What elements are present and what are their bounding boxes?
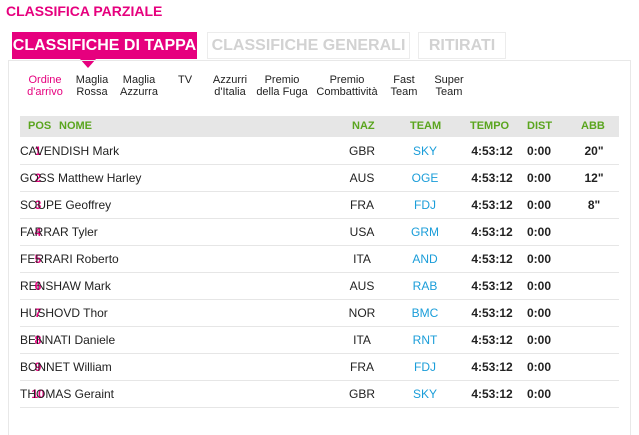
cell-tempo: 4:53:12 xyxy=(471,252,513,266)
cell-nome[interactable]: THOMAS Geraint xyxy=(20,387,115,401)
tab-classifiche-generali[interactable]: CLASSIFICHE GENERALI xyxy=(207,32,410,59)
cell-nome[interactable]: SOUPE Geoffrey xyxy=(20,198,112,212)
cell-pos: 6 xyxy=(34,279,42,293)
subtab-premio-combattivita[interactable]: Premio Combattività xyxy=(316,74,378,98)
cell-pos: 4 xyxy=(34,225,42,239)
subtab-premio-fuga[interactable]: Premio della Fuga xyxy=(256,74,308,98)
cell-nome[interactable]: HUSHOVD Thor xyxy=(20,306,108,320)
table-row: 8 BENNATI Daniele ITA RNT 4:53:12 0:00 xyxy=(20,327,619,354)
cell-pos: 5 xyxy=(34,252,42,266)
cell-tempo: 4:53:12 xyxy=(471,225,513,239)
cell-dist: 0:00 xyxy=(526,252,552,266)
cell-abb: 8" xyxy=(587,198,601,212)
header-abb: ABB xyxy=(581,120,605,132)
cell-dist: 0:00 xyxy=(526,360,552,374)
table-row: 4 FARRAR Tyler USA GRM 4:53:12 0:00 xyxy=(20,219,619,246)
cell-pos: 9 xyxy=(34,360,42,374)
cell-naz: NOR xyxy=(348,306,376,320)
cell-naz: ITA xyxy=(353,252,371,266)
cell-naz: AUS xyxy=(349,171,375,185)
header-dist: DIST xyxy=(527,120,553,132)
cell-team[interactable]: SKY xyxy=(412,387,437,401)
tab-classifiche-di-tappa[interactable]: CLASSIFICHE DI TAPPA xyxy=(12,32,197,59)
cell-naz: GBR xyxy=(348,387,375,401)
subtab-azzurri-italia[interactable]: Azzurri d'Italia xyxy=(212,74,248,98)
header-nome: NOME xyxy=(59,120,92,132)
cell-pos: 1 xyxy=(34,144,42,158)
subtab-maglia-rossa[interactable]: Maglia Rossa xyxy=(75,74,109,98)
cell-team[interactable]: RNT xyxy=(412,333,438,347)
subtab-super-team[interactable]: Super Team xyxy=(434,74,464,98)
cell-nome[interactable]: GOSS Matthew Harley xyxy=(20,171,142,185)
table-row: 7 HUSHOVD Thor NOR BMC 4:53:12 0:00 xyxy=(20,300,619,327)
cell-nome[interactable]: RENSHAW Mark xyxy=(20,279,111,293)
cell-team[interactable]: FDJ xyxy=(414,360,436,374)
cell-naz: FRA xyxy=(350,360,374,374)
cell-dist: 0:00 xyxy=(526,306,552,320)
table-row: 3 SOUPE Geoffrey FRA FDJ 4:53:12 0:00 8" xyxy=(20,192,619,219)
cell-team[interactable]: BMC xyxy=(411,306,439,320)
cell-naz: FRA xyxy=(350,198,374,212)
cell-tempo: 4:53:12 xyxy=(471,198,513,212)
header-naz: NAZ xyxy=(352,120,375,132)
cell-naz: USA xyxy=(349,225,375,239)
cell-team[interactable]: FDJ xyxy=(414,198,436,212)
cell-dist: 0:00 xyxy=(526,144,552,158)
cell-tempo: 4:53:12 xyxy=(471,333,513,347)
cell-pos: 8 xyxy=(34,333,42,347)
cell-abb: 20" xyxy=(584,144,604,158)
cell-team[interactable]: GRM xyxy=(411,225,439,239)
cell-nome[interactable]: FARRAR Tyler xyxy=(20,225,98,239)
cell-dist: 0:00 xyxy=(526,225,552,239)
cell-dist: 0:00 xyxy=(526,387,552,401)
subtab-maglia-azzurra[interactable]: Maglia Azzurra xyxy=(120,74,158,98)
cell-pos: 3 xyxy=(34,198,42,212)
cell-tempo: 4:53:12 xyxy=(471,360,513,374)
table-row: 1 CAVENDISH Mark GBR SKY 4:53:12 0:00 20" xyxy=(20,138,619,165)
table-header: POS NOME NAZ TEAM TEMPO DIST ABB xyxy=(20,116,619,137)
cell-naz: AUS xyxy=(349,279,375,293)
classification-panel xyxy=(8,60,631,435)
cell-pos: 10 xyxy=(31,387,45,401)
page-title: CLASSIFICA PARZIALE xyxy=(6,3,163,19)
header-team: TEAM xyxy=(410,120,442,132)
header-tempo: TEMPO xyxy=(470,120,510,132)
subtab-ordine-arrivo[interactable]: Ordine d'arrivo xyxy=(27,74,63,98)
cell-tempo: 4:53:12 xyxy=(471,279,513,293)
cell-tempo: 4:53:12 xyxy=(471,306,513,320)
table-row: 2 GOSS Matthew Harley AUS OGE 4:53:12 0:00 12" xyxy=(20,165,619,192)
cell-nome[interactable]: BONNET William xyxy=(20,360,112,374)
cell-naz: ITA xyxy=(353,333,371,347)
cell-team[interactable]: RAB xyxy=(412,279,438,293)
tab-ritirati[interactable]: RITIRATI xyxy=(418,32,506,59)
cell-dist: 0:00 xyxy=(526,279,552,293)
table-row: 5 FERRARI Roberto ITA AND 4:53:12 0:00 xyxy=(20,246,619,273)
cell-team[interactable]: SKY xyxy=(412,144,437,158)
cell-nome[interactable]: CAVENDISH Mark xyxy=(20,144,120,158)
subtab-fast-team[interactable]: Fast Team xyxy=(390,74,418,98)
cell-naz: GBR xyxy=(348,144,375,158)
subtab-tv[interactable]: TV xyxy=(177,74,193,86)
cell-nome[interactable]: FERRARI Roberto xyxy=(20,252,119,266)
table-row: 9 BONNET William FRA FDJ 4:53:12 0:00 xyxy=(20,354,619,381)
cell-abb: 12" xyxy=(584,171,604,185)
cell-dist: 0:00 xyxy=(526,333,552,347)
cell-pos: 7 xyxy=(34,306,42,320)
table-row: 6 RENSHAW Mark AUS RAB 4:53:12 0:00 xyxy=(20,273,619,300)
header-pos: POS xyxy=(28,120,52,132)
cell-tempo: 4:53:12 xyxy=(471,171,513,185)
cell-pos: 2 xyxy=(34,171,42,185)
cell-team[interactable]: AND xyxy=(412,252,438,266)
cell-team[interactable]: OGE xyxy=(411,171,439,185)
cell-tempo: 4:53:12 xyxy=(471,144,513,158)
cell-dist: 0:00 xyxy=(526,198,552,212)
table-row: 10 THOMAS Geraint GBR SKY 4:53:12 0:00 xyxy=(20,381,619,408)
cell-dist: 0:00 xyxy=(526,171,552,185)
cell-nome[interactable]: BENNATI Daniele xyxy=(20,333,116,347)
active-tab-arrow-icon xyxy=(80,59,96,68)
cell-tempo: 4:53:12 xyxy=(471,387,513,401)
